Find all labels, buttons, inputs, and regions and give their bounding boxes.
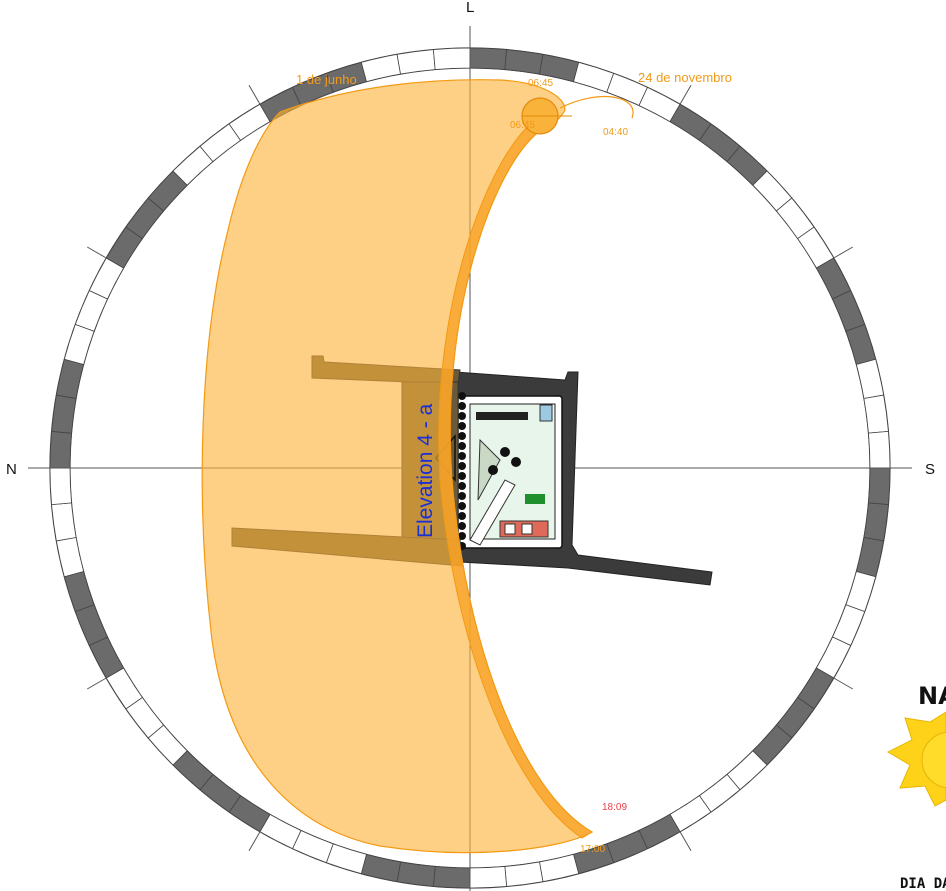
ring-tick xyxy=(86,677,107,690)
ring-segment xyxy=(396,861,436,887)
north-label: N xyxy=(6,461,17,478)
ring-tick xyxy=(833,677,854,690)
corner-sub: DIA DAS xyxy=(900,876,946,891)
ring-tick xyxy=(248,84,261,105)
elevation-label: Elevation 4 - a xyxy=(414,403,437,538)
ring-segment xyxy=(360,53,402,83)
corner-sun-icon xyxy=(886,711,946,807)
ring-segment xyxy=(49,430,72,469)
ring-segment xyxy=(504,861,544,887)
ring-segment xyxy=(51,394,77,434)
ring-segment xyxy=(63,323,95,365)
compass-ring xyxy=(28,26,912,891)
time-morning-right: 04:40 xyxy=(603,127,628,138)
ring-segment xyxy=(863,502,889,542)
ring-segment xyxy=(863,394,889,434)
ring-segment xyxy=(55,358,85,400)
time-morning-top: 06:45 xyxy=(528,78,553,89)
ring-segment xyxy=(504,49,544,75)
ring-segment xyxy=(325,843,367,875)
ring-segment xyxy=(538,853,580,883)
sun-arc-line xyxy=(559,96,634,119)
sun-icon xyxy=(521,97,572,135)
ring-segment xyxy=(469,866,508,889)
ring-segment xyxy=(855,358,885,400)
time-evening-red: 18:09 xyxy=(602,802,627,813)
ring-segment xyxy=(868,430,891,469)
ring-segment xyxy=(868,467,891,506)
ring-segment xyxy=(360,853,402,883)
ring-segment xyxy=(845,323,877,365)
ring-tick xyxy=(248,831,261,852)
ring-segment xyxy=(432,47,471,70)
ring-segment xyxy=(469,47,508,70)
ring-tick xyxy=(833,246,854,259)
sun-path-november xyxy=(438,125,593,839)
ring-segment xyxy=(55,536,85,578)
ring-segment xyxy=(51,502,77,542)
time-evening-bottom: 17:00 xyxy=(580,844,605,855)
ring-segment xyxy=(855,536,885,578)
ring-segment xyxy=(573,61,615,93)
time-morning-sun: 06:45 xyxy=(510,120,535,131)
ring-segment xyxy=(49,467,72,506)
date-start-label: 1 de junho xyxy=(296,72,357,87)
ring-segment xyxy=(396,49,436,75)
date-end-label: 24 de novembro xyxy=(638,70,732,85)
south-label: S xyxy=(925,461,935,478)
corner-title: NA xyxy=(918,682,946,710)
east-label: L xyxy=(466,0,474,16)
ring-tick xyxy=(679,831,692,852)
ring-segment xyxy=(432,866,471,889)
ring-segment xyxy=(845,571,877,613)
ring-tick xyxy=(86,246,107,259)
ring-tick xyxy=(679,84,692,105)
ring-segment xyxy=(63,571,95,613)
